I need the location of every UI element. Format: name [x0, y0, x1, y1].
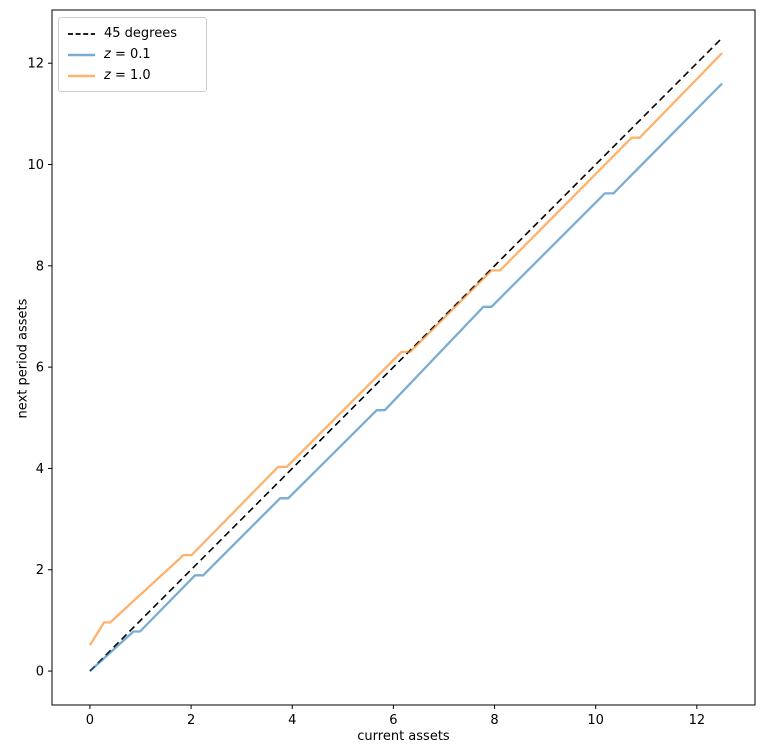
x-tick-label: 2 [187, 713, 195, 728]
y-tick-label: 6 [36, 361, 44, 376]
x-tick-label: 8 [490, 713, 498, 728]
y-tick-label: 4 [36, 462, 44, 477]
y-tick-label: 2 [36, 563, 44, 578]
dashed-line-sample-icon [68, 32, 95, 35]
legend: 45 degrees z = 0.1 z = 1.0 [58, 17, 207, 92]
legend-label: z = 0.1 [104, 47, 151, 62]
y-tick-label: 8 [36, 259, 44, 274]
legend-label: z = 1.0 [104, 68, 151, 83]
x-tick-label: 0 [86, 713, 94, 728]
legend-label: 45 degrees [104, 26, 178, 41]
y-axis-ticks: 0 2 4 6 8 10 12 [27, 57, 52, 680]
series-group [88, 37, 723, 672]
series-line-z-1-0 [88, 52, 723, 646]
x-tick-label: 4 [288, 713, 296, 728]
x-tick-label: 12 [689, 713, 706, 728]
y-tick-label: 12 [27, 57, 44, 72]
legend-item-z-0-1: z = 0.1 [68, 47, 196, 62]
series-line-z-0-1 [89, 82, 723, 672]
orange-line-sample-icon [68, 74, 95, 77]
x-axis-ticks: 0 2 4 6 8 10 12 [86, 705, 705, 728]
y-tick-label: 0 [36, 665, 44, 680]
axes-frame [51, 9, 756, 706]
series-line-45-degrees [89, 37, 723, 672]
x-tick-label: 6 [389, 713, 397, 728]
legend-item-45-degrees: 45 degrees [68, 26, 196, 41]
y-axis-label: next period assets [15, 298, 31, 419]
y-tick-label: 10 [27, 158, 44, 173]
x-axis-label: current assets [357, 729, 450, 744]
blue-line-sample-icon [68, 53, 95, 56]
legend-item-z-1-0: z = 1.0 [68, 68, 196, 83]
x-tick-label: 10 [587, 713, 604, 728]
